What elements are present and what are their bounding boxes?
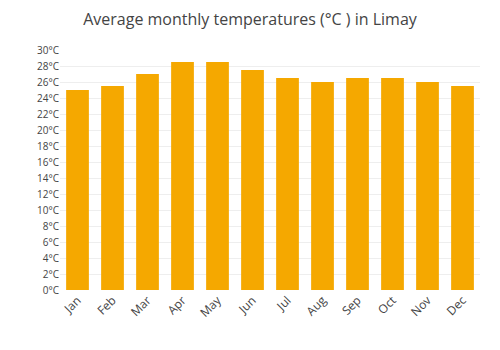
svg-text:20°C: 20°C bbox=[37, 123, 59, 137]
svg-text:Apr: Apr bbox=[164, 292, 190, 318]
svg-text:Jan: Jan bbox=[60, 292, 85, 317]
svg-text:14°C: 14°C bbox=[37, 171, 59, 185]
svg-text:18°C: 18°C bbox=[37, 139, 59, 153]
svg-text:2°C: 2°C bbox=[43, 267, 59, 281]
svg-text:8°C: 8°C bbox=[43, 219, 59, 233]
svg-text:Nov: Nov bbox=[407, 292, 435, 320]
svg-text:30°C: 30°C bbox=[37, 43, 59, 57]
svg-text:16°C: 16°C bbox=[37, 155, 59, 169]
svg-text:Dec: Dec bbox=[443, 292, 470, 319]
svg-text:Jul: Jul bbox=[272, 292, 294, 314]
svg-text:28°C: 28°C bbox=[37, 59, 59, 73]
svg-text:Oct: Oct bbox=[374, 292, 400, 318]
svg-text:6°C: 6°C bbox=[43, 235, 59, 249]
svg-text:0°C: 0°C bbox=[43, 283, 59, 297]
svg-text:12°C: 12°C bbox=[37, 187, 59, 201]
svg-text:Sep: Sep bbox=[338, 292, 365, 319]
svg-text:Jun: Jun bbox=[234, 292, 259, 317]
svg-text:24°C: 24°C bbox=[37, 91, 59, 105]
svg-text:10°C: 10°C bbox=[37, 203, 59, 217]
svg-text:4°C: 4°C bbox=[43, 251, 59, 265]
svg-text:May: May bbox=[196, 291, 225, 320]
svg-text:22°C: 22°C bbox=[37, 107, 59, 121]
svg-text:Mar: Mar bbox=[127, 292, 155, 320]
svg-text:Feb: Feb bbox=[93, 292, 119, 318]
svg-text:26°C: 26°C bbox=[37, 75, 59, 89]
svg-text:Aug: Aug bbox=[302, 292, 330, 320]
svg-text:Average monthly temperatures (: Average monthly temperatures (°C ) in Li… bbox=[83, 8, 418, 30]
